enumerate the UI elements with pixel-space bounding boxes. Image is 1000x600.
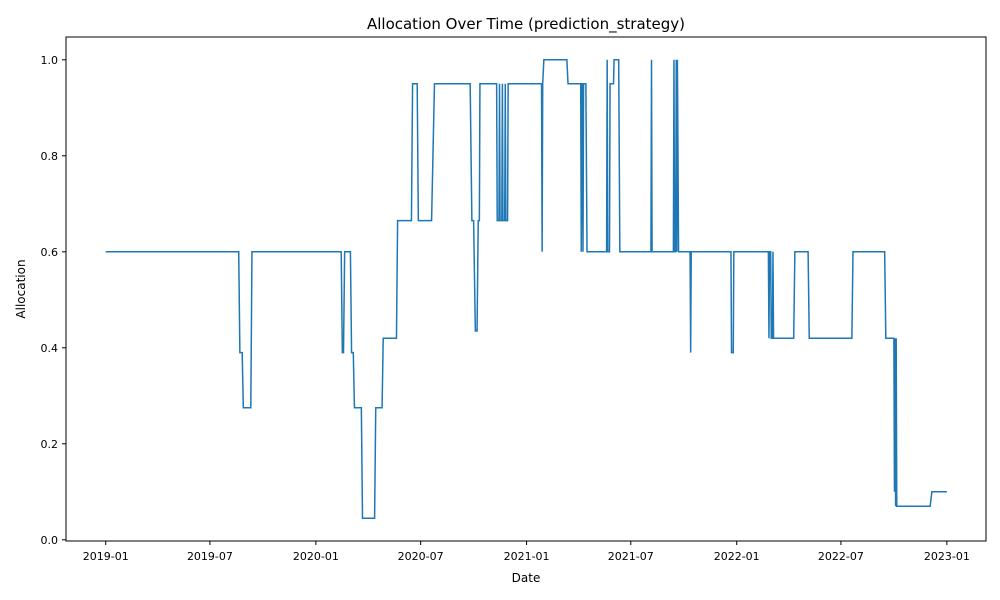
y-tick-label: 1.0 <box>41 54 59 67</box>
y-tick-label: 0.4 <box>41 342 59 355</box>
x-tick-label: 2019-01 <box>83 550 129 563</box>
x-tick-label: 2021-01 <box>504 550 550 563</box>
x-tick-label: 2023-01 <box>924 550 970 563</box>
x-axis-label: Date <box>512 571 541 585</box>
x-axis-ticks: 2019-01 2019-07 2020-01 2020-07 2021-01 2021-… <box>83 541 970 563</box>
y-axis-label: Allocation <box>14 259 28 318</box>
y-tick-label: 0.8 <box>41 150 59 163</box>
y-axis-ticks: 0.0 0.2 0.4 0.6 0.8 1.0 <box>41 54 66 547</box>
x-tick-label: 2022-01 <box>714 550 760 563</box>
x-tick-label: 2020-07 <box>398 550 444 563</box>
y-tick-label: 0.0 <box>41 534 59 547</box>
y-tick-label: 0.6 <box>41 246 59 259</box>
allocation-series-line <box>105 59 947 519</box>
x-tick-label: 2021-07 <box>608 550 654 563</box>
x-tick-label: 2020-01 <box>293 550 339 563</box>
y-tick-label: 0.2 <box>41 438 59 451</box>
plot-area <box>65 36 987 542</box>
plot-frame <box>65 36 987 542</box>
x-tick-label: 2019-07 <box>187 550 233 563</box>
x-tick-label: 2022-07 <box>818 550 864 563</box>
chart-title: Allocation Over Time (prediction_strateg… <box>367 15 685 34</box>
